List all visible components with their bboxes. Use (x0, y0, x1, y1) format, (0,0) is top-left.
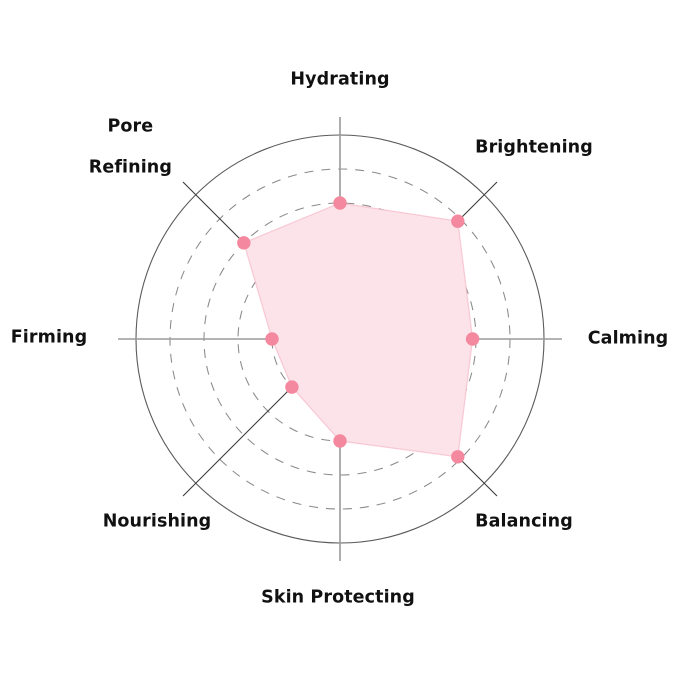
data-polygon (243, 202, 474, 458)
data-point-calming[interactable] (465, 332, 480, 346)
data-point-skin-protecting[interactable] (333, 434, 347, 448)
data-polygon-group (243, 202, 474, 458)
data-point-brightening[interactable] (451, 214, 465, 228)
data-point-hydrating[interactable] (333, 196, 347, 210)
data-point-nourishing[interactable] (285, 380, 299, 394)
data-point-markers (237, 196, 480, 464)
data-point-firming[interactable] (265, 332, 279, 346)
data-point-balancing[interactable] (451, 450, 465, 464)
data-point-pore-refining[interactable] (237, 236, 251, 250)
